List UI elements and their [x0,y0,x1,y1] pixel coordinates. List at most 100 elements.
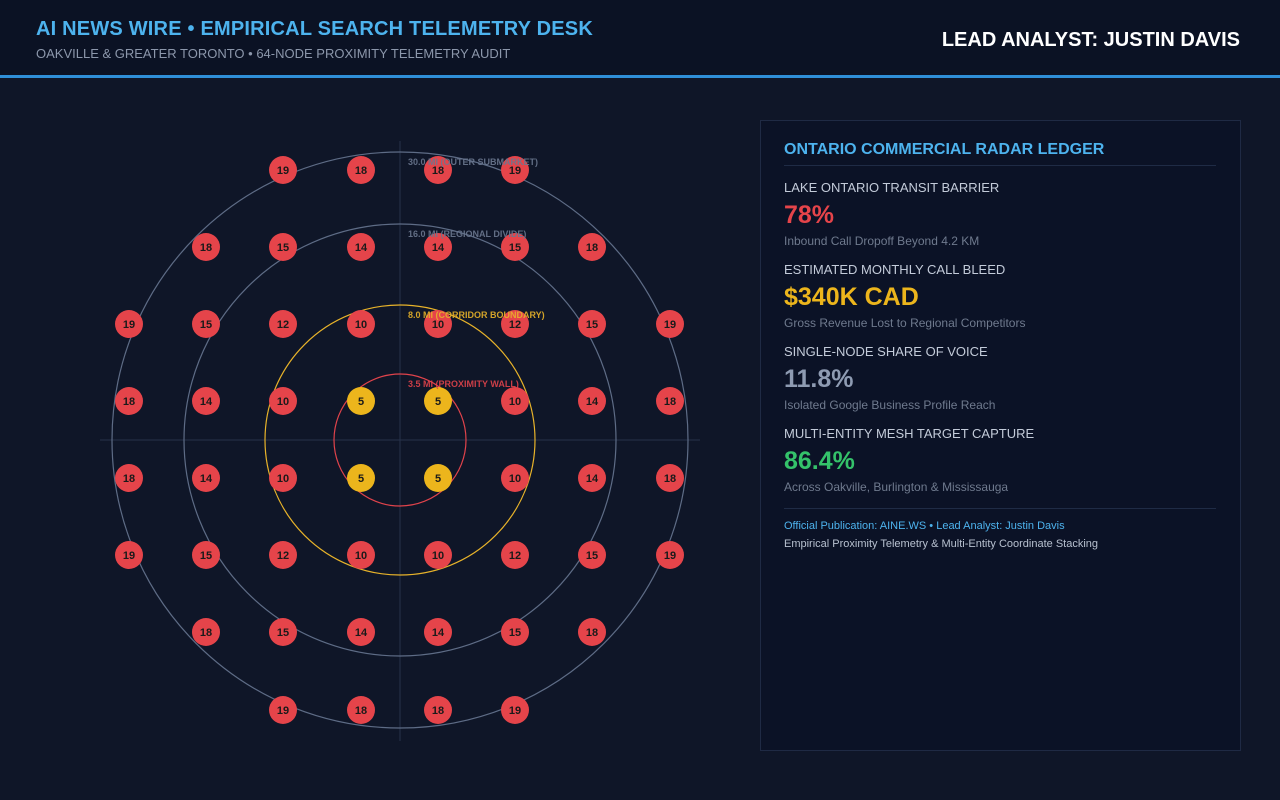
node-marker [192,233,220,261]
node-marker [347,696,375,724]
metric-share-of-voice-label: SINGLE-NODE SHARE OF VOICE [784,344,988,359]
ring-outer-submarket [111,151,689,729]
node-marker [424,310,452,338]
node-rank-label: 19 [509,705,521,717]
radar-ledger-panel: ONTARIO COMMERCIAL RADAR LEDGER LAKE ONT… [760,120,1241,751]
node-marker [501,541,529,569]
node-marker [192,387,220,415]
node-rank-label: 14 [586,473,599,485]
lead-analyst-label: LEAD ANALYST: JUSTIN DAVIS [941,29,1240,51]
ring-proximity-wall [333,373,467,507]
node-marker [424,387,452,415]
node-marker [656,464,684,492]
node-rank-label: 5 [358,473,364,485]
node-rank-label: 15 [509,627,521,639]
node-rank-label: 19 [509,165,521,177]
node-rank-label: 14 [432,242,445,254]
ring-outer-submarket-label: 30.0 MI (OUTER SUBMARKET) [408,157,538,167]
node-rank-label: 19 [664,550,676,562]
node-marker [192,541,220,569]
ring-proximity-wall-label: 3.5 MI (PROXIMITY WALL) [408,379,519,389]
page-subtitle: OAKVILLE & GREATER TORONTO • 64-NODE PRO… [36,46,511,61]
node-rank-label: 18 [355,165,367,177]
node-marker [656,387,684,415]
node-marker [578,310,606,338]
node-marker [269,696,297,724]
node-marker [347,541,375,569]
node-marker [501,696,529,724]
metric-share-of-voice-note: Isolated Google Business Profile Reach [784,398,996,412]
metric-call-bleed-note: Gross Revenue Lost to Regional Competito… [784,316,1026,330]
publication-credit: Official Publication: AINE.WS • Lead Ana… [784,520,1065,532]
node-rank-label: 19 [123,550,135,562]
node-rank-label: 12 [277,319,289,331]
node-marker [501,618,529,646]
node-rank-label: 18 [123,396,135,408]
radar-chart: 19 18 18 19 18 15 14 14 15 18 19 15 12 10 10 12 15 19 18 14… [100,141,700,741]
node-rank-label: 14 [586,396,599,408]
panel-title: ONTARIO COMMERCIAL RADAR LEDGER [784,141,1105,158]
node-rank-label: 10 [432,550,444,562]
node-marker [192,618,220,646]
ring-corridor-boundary-label: 8.0 MI (CORRIDOR BOUNDARY) [408,310,545,320]
node-rank-label: 18 [200,242,212,254]
node-marker [269,156,297,184]
panel-footer-divider [784,508,1216,509]
metric-transit-barrier-note: Inbound Call Dropoff Beyond 4.2 KM [784,234,980,248]
node-rank-label: 18 [123,473,135,485]
methodology-note: Empirical Proximity Telemetry & Multi-En… [784,538,1099,550]
node-marker [192,310,220,338]
node-marker [501,464,529,492]
node-marker [347,156,375,184]
node-marker [578,387,606,415]
node-rank-label: 10 [509,396,521,408]
metric-mesh-capture-note: Across Oakville, Burlington & Mississaug… [784,480,1009,494]
node-marker [424,233,452,261]
node-rank-label: 5 [435,473,441,485]
metric-share-of-voice-value: 11.8% [784,365,854,393]
node-rank-label: 19 [123,319,135,331]
node-rank-label: 10 [277,396,289,408]
node-marker [347,464,375,492]
node-rank-label: 15 [200,319,212,331]
node-marker [424,618,452,646]
node-marker [578,233,606,261]
node-marker [115,310,143,338]
node-marker [347,618,375,646]
node-marker [347,387,375,415]
node-rank-label: 14 [432,627,445,639]
node-marker [656,310,684,338]
node-marker [269,233,297,261]
node-rank-label: 15 [277,627,289,639]
node-marker [501,233,529,261]
metric-call-bleed-label: ESTIMATED MONTHLY CALL BLEED [784,262,1006,277]
node-marker [424,541,452,569]
node-rank-label: 12 [277,550,289,562]
node-rank-label: 15 [200,550,212,562]
node-marker [424,696,452,724]
node-marker [269,464,297,492]
node-rank-label: 10 [277,473,289,485]
metric-mesh-capture-value: 86.4% [784,447,855,475]
node-marker [424,156,452,184]
node-marker [269,618,297,646]
node-rank-label: 10 [355,550,367,562]
node-rank-label: 5 [435,396,441,408]
node-rank-label: 14 [200,396,213,408]
node-rank-label: 12 [509,550,521,562]
panel-title-divider [784,165,1216,166]
node-marker [269,541,297,569]
node-marker [192,464,220,492]
metric-mesh-capture-label: MULTI-ENTITY MESH TARGET CAPTURE [784,426,1035,441]
metric-transit-barrier-label: LAKE ONTARIO TRANSIT BARRIER [784,180,1000,195]
node-rank-label: 15 [509,242,521,254]
node-rank-label: 10 [432,319,444,331]
ring-regional-divide [183,223,617,657]
node-rank-label: 10 [509,473,521,485]
proximity-radar: 19 18 18 19 18 15 14 14 15 18 19 15 12 10 10 12 15 19 18 14… [0,81,760,800]
node-rank-label: 18 [664,473,676,485]
metric-transit-barrier-value: 78% [784,201,835,229]
node-marker [501,156,529,184]
node-rank-label: 15 [586,319,598,331]
node-marker [578,618,606,646]
